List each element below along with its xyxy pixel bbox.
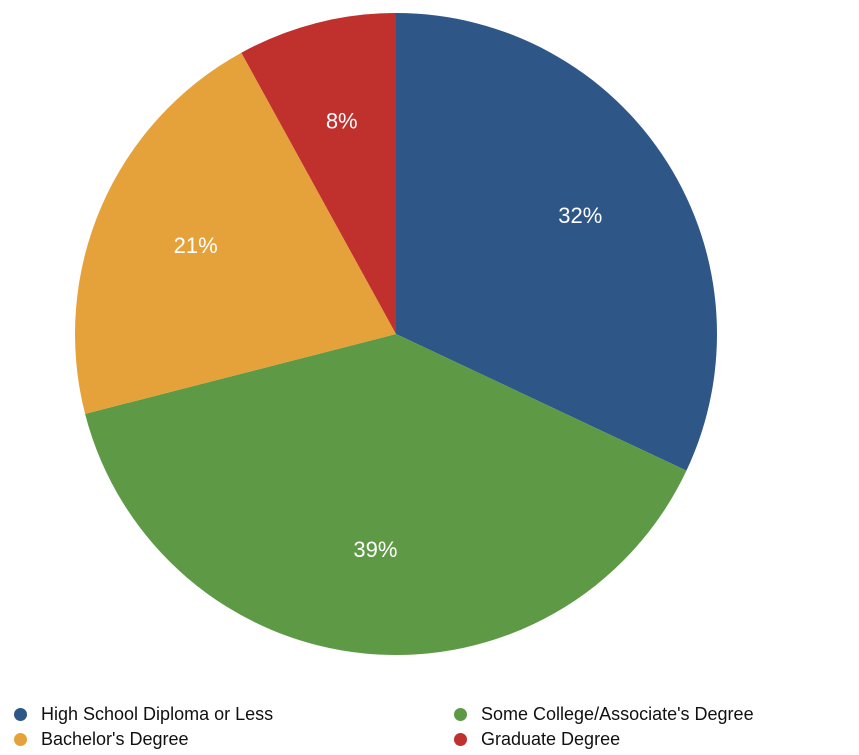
pie-label-some-college-associate-s-degree: 39% — [353, 537, 397, 562]
legend-item-high-school: High School Diploma or Less — [14, 702, 273, 726]
pie-label-graduate-degree: 8% — [326, 108, 358, 133]
chart-legend: High School Diploma or Less Some College… — [14, 702, 859, 755]
pie-slice-labels: 32% 39% 21% 8% — [174, 108, 603, 562]
legend-label-some-college: Some College/Associate's Degree — [481, 704, 754, 724]
pie-label-high-school-diploma-or-less: 32% — [558, 203, 602, 228]
pie-slices — [74, 13, 718, 656]
legend-item-some-college: Some College/Associate's Degree — [454, 702, 754, 726]
legend-item-graduate: Graduate Degree — [454, 727, 620, 751]
legend-label-graduate: Graduate Degree — [481, 729, 621, 749]
legend-item-bachelors: Bachelor's Degree — [14, 727, 189, 751]
pie-slice-bachelor-s-degree — [74, 52, 396, 414]
legend-swatch-graduate — [454, 732, 467, 746]
legend-swatch-some-college — [454, 707, 467, 721]
legend-swatch-bachelors — [14, 732, 27, 746]
legend-label-bachelors: Bachelor's Degree — [41, 729, 189, 749]
pie-slice-some-college-associate-s-degree — [85, 334, 687, 656]
legend-swatch-high-school — [14, 707, 27, 721]
pie-label-bachelor-s-degree: 21% — [174, 233, 218, 258]
pie-slice-graduate-degree — [241, 13, 396, 334]
legend-label-high-school: High School Diploma or Less — [41, 704, 274, 724]
pie-slice-high-school-diploma-or-less — [396, 13, 718, 471]
